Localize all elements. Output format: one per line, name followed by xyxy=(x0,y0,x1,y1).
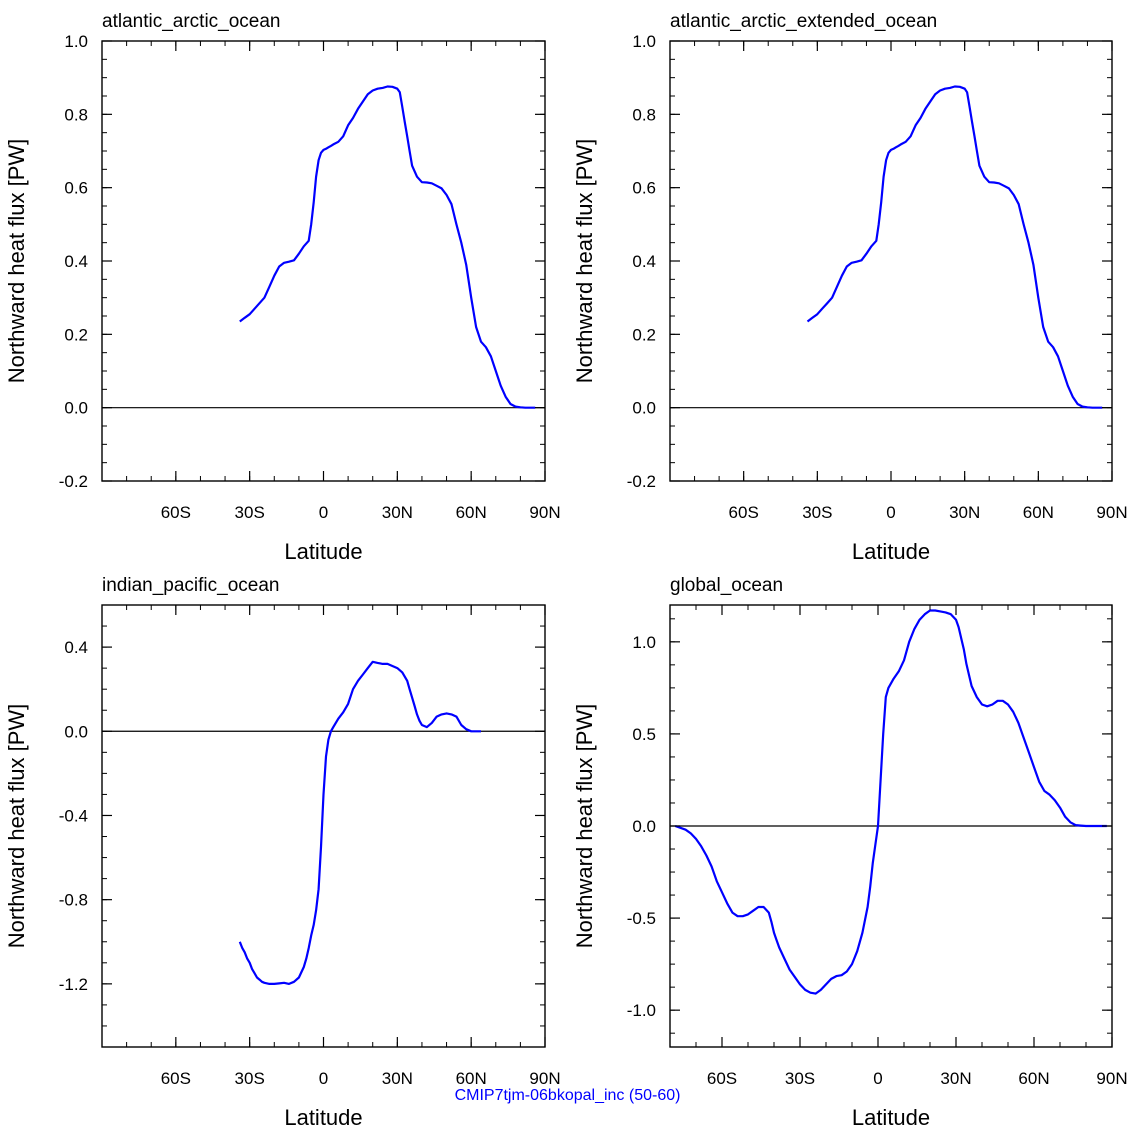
y-tick-label: -0.5 xyxy=(627,909,656,928)
y-tick-label: 1.0 xyxy=(632,633,656,652)
series-line-0 xyxy=(239,85,536,409)
x-tick-label: 0 xyxy=(319,503,328,522)
chart-title: atlantic_arctic_ocean xyxy=(102,11,281,32)
y-tick-label: 0.4 xyxy=(64,638,88,657)
plot-frame xyxy=(101,604,546,1048)
x-axis-label: Latitude xyxy=(852,1105,930,1130)
panel-atlantic-arctic-extended-ocean: atlantic_arctic_extended_ocean 60S 30S 0 30N… xyxy=(572,11,1128,564)
y-tick-label: -1.2 xyxy=(59,975,88,994)
y-tick-label: 0.0 xyxy=(64,722,88,741)
x-tick-label: 0 xyxy=(873,1069,882,1088)
x-tick-label: 60N xyxy=(456,1069,487,1088)
x-tick-label: 90N xyxy=(1096,1069,1127,1088)
y-tick-label: -0.2 xyxy=(59,472,88,491)
x-tick-label: 60N xyxy=(1018,1069,1049,1088)
x-tick-label: 0 xyxy=(886,503,895,522)
x-axis-label: Latitude xyxy=(852,539,930,564)
x-axis-label: Latitude xyxy=(284,539,362,564)
plot-frame xyxy=(101,40,546,482)
y-tick-label: 1.0 xyxy=(632,32,656,51)
footer-caption: CMIP7tjm-06bkopal_inc (50-60) xyxy=(454,1087,681,1104)
x-tick-label: 90N xyxy=(1096,503,1127,522)
y-tick-label: 0.8 xyxy=(64,105,88,124)
chart-title: atlantic_arctic_extended_ocean xyxy=(670,11,937,32)
plot-frame xyxy=(669,40,1113,482)
y-tick-label: 0.0 xyxy=(632,817,656,836)
y-axis-label: Northward heat flux [PW] xyxy=(572,704,597,949)
y-axis-label: Northward heat flux [PW] xyxy=(4,704,29,949)
x-tick-label: 30S xyxy=(785,1069,815,1088)
series-line-0 xyxy=(806,85,1103,409)
y-axis-label: Northward heat flux [PW] xyxy=(4,139,29,384)
x-tick-label: 30S xyxy=(235,503,265,522)
y-tick-label: 0.0 xyxy=(632,399,656,418)
x-tick-label: 90N xyxy=(529,503,560,522)
y-tick-label: -0.4 xyxy=(59,806,88,825)
y-tick-label: -1.0 xyxy=(627,1001,656,1020)
x-tick-label: 0 xyxy=(319,1069,328,1088)
y-tick-label: -0.8 xyxy=(59,891,88,910)
x-tick-label: 90N xyxy=(529,1069,560,1088)
x-tick-label: 60N xyxy=(456,503,487,522)
x-tick-label: 30N xyxy=(949,503,980,522)
series-line-0 xyxy=(238,660,481,985)
x-tick-label: 60S xyxy=(161,503,191,522)
y-tick-label: 0.0 xyxy=(64,399,88,418)
series-line-0 xyxy=(674,609,1107,995)
chart-title: indian_pacific_ocean xyxy=(102,575,279,596)
x-tick-label: 30N xyxy=(382,503,413,522)
x-tick-label: 60S xyxy=(161,1069,191,1088)
y-tick-label: 0.4 xyxy=(64,252,88,271)
y-tick-label: 0.8 xyxy=(632,105,656,124)
panel-global-ocean: global_ocean 60S 30S 0 30N 60N 90N -1.0 -0.5 0.0 0… xyxy=(572,575,1128,1130)
chart-title: global_ocean xyxy=(670,575,783,596)
y-tick-label: 1.0 xyxy=(64,32,88,51)
y-tick-label: -0.2 xyxy=(627,472,656,491)
y-tick-label: 0.6 xyxy=(64,179,88,198)
panel-indian-pacific-ocean: indian_pacific_ocean 60S 30S 0 30N 60N 90N -1.2… xyxy=(4,575,561,1130)
x-tick-label: 30N xyxy=(382,1069,413,1088)
y-tick-label: 0.6 xyxy=(632,179,656,198)
x-tick-label: 30S xyxy=(235,1069,265,1088)
x-tick-label: 60S xyxy=(707,1069,737,1088)
y-tick-label: 0.4 xyxy=(632,252,656,271)
x-tick-label: 30N xyxy=(940,1069,971,1088)
y-tick-label: 0.5 xyxy=(632,725,656,744)
y-tick-label: 0.2 xyxy=(64,325,88,344)
x-tick-label: 30S xyxy=(802,503,832,522)
panel-atlantic-arctic-ocean: atlantic_arctic_ocean 60S 30S 0 30N 60N 90N -0.… xyxy=(4,11,561,564)
y-tick-label: 0.2 xyxy=(632,325,656,344)
y-axis-label: Northward heat flux [PW] xyxy=(572,139,597,384)
x-axis-label: Latitude xyxy=(284,1105,362,1130)
x-tick-label: 60S xyxy=(729,503,759,522)
x-tick-label: 60N xyxy=(1023,503,1054,522)
